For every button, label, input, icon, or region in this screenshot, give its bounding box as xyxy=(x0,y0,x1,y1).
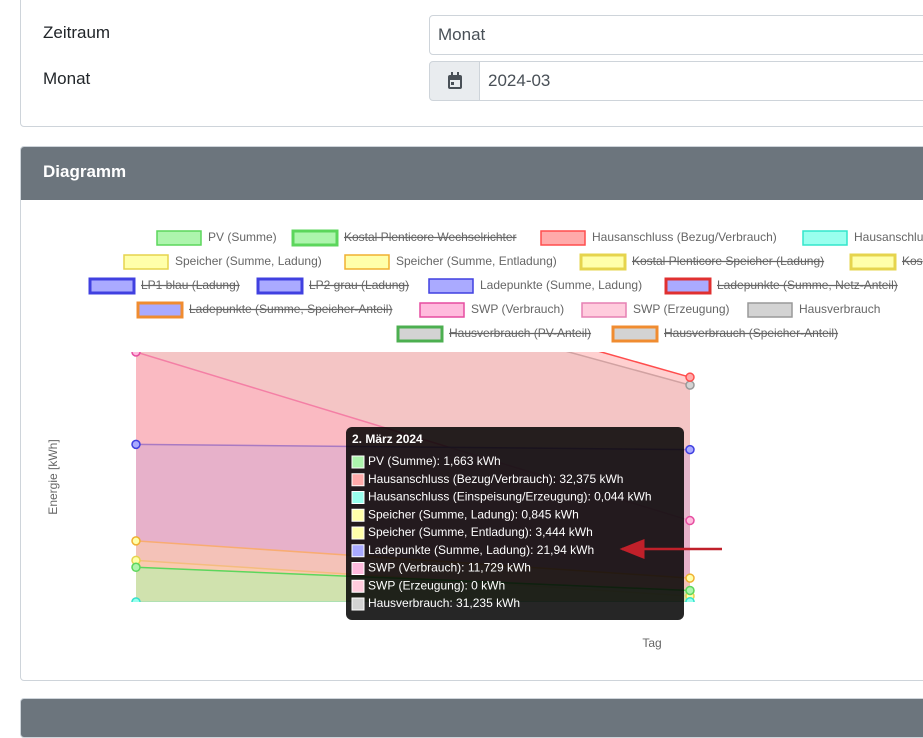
point xyxy=(132,348,140,356)
point xyxy=(132,440,140,448)
legend-swatch xyxy=(398,327,442,341)
legend-swatch xyxy=(157,231,201,245)
legend-label[interactable]: Kos xyxy=(902,254,923,268)
point xyxy=(132,537,140,545)
legend-swatch xyxy=(293,231,337,245)
point xyxy=(686,586,694,594)
tooltip-item: SWP (Erzeugung): 0 kWh xyxy=(368,578,505,592)
legend-label[interactable]: SWP (Verbrauch) xyxy=(471,302,564,316)
legend-swatch xyxy=(429,279,473,293)
point xyxy=(686,373,694,381)
legend-label[interactable]: Kostal Plenticore Wechselrichter xyxy=(344,230,517,244)
legend-label[interactable]: Kostal Plenticore Speicher (Ladung) xyxy=(632,254,824,268)
point xyxy=(132,230,140,238)
legend-swatch xyxy=(582,303,626,317)
tooltip-item: Hausanschluss (Bezug/Verbrauch): 32,375 … xyxy=(368,472,623,486)
tooltip-item: PV (Summe): 1,663 kWh xyxy=(368,454,501,468)
tooltip-title: 2. März 2024 xyxy=(352,432,423,446)
tooltip-item: Hausverbrauch: 31,235 kWh xyxy=(368,596,520,610)
tooltip-item: Speicher (Summe, Entladung): 3,444 kWh xyxy=(368,525,593,539)
chart: Energie [kWh] Tag PV (Summe) Kostal Plent… xyxy=(0,0,923,711)
point xyxy=(686,381,694,389)
legend-swatch xyxy=(803,231,847,245)
legend-label[interactable]: Ladepunkte (Summe, Speicher-Anteil) xyxy=(189,302,392,316)
legend-label[interactable]: SWP (Erzeugung) xyxy=(633,302,730,316)
page: Zeitraum Monat Monat 2024-03 Diagramm En… xyxy=(0,0,923,711)
legend-label[interactable]: Hausanschluss (Bezug/Verbrauch) xyxy=(592,230,777,244)
tooltip-item: SWP (Verbrauch): 11,729 kWh xyxy=(368,561,531,575)
point xyxy=(686,574,694,582)
point xyxy=(132,563,140,571)
legend-swatch xyxy=(581,255,625,269)
legend-label[interactable]: LP2 grau (Ladung) xyxy=(309,278,409,292)
legend-swatch xyxy=(138,303,182,317)
legend-label[interactable]: PV (Summe) xyxy=(208,230,277,244)
legend-swatch xyxy=(90,279,134,293)
tooltip-swatch xyxy=(352,456,364,468)
legend-swatch xyxy=(666,279,710,293)
y-axis-title: Energie [kWh] xyxy=(46,439,60,514)
legend-label[interactable]: Speicher (Summe, Entladung) xyxy=(396,254,557,268)
legend-swatch xyxy=(124,255,168,269)
tooltip-swatch xyxy=(352,580,364,592)
legend-swatch xyxy=(851,255,895,269)
legend-label[interactable]: LP1 blau (Ladung) xyxy=(141,278,240,292)
tooltip-swatch xyxy=(352,563,364,575)
legend-swatch xyxy=(258,279,302,293)
legend-label[interactable]: Ladepunkte (Summe, Netz-Anteil) xyxy=(717,278,898,292)
tooltip-swatch xyxy=(352,492,364,504)
legend-swatch xyxy=(541,231,585,245)
point xyxy=(132,216,140,224)
legend-label[interactable]: Hausverbrauch (PV-Anteil) xyxy=(449,326,591,340)
tooltip-swatch xyxy=(352,474,364,486)
point xyxy=(686,598,694,606)
tooltip-swatch xyxy=(352,527,364,539)
x-axis-title: Tag xyxy=(642,636,661,650)
tooltip-swatch xyxy=(352,598,364,610)
tooltip-item: Ladepunkte (Summe, Ladung): 21,94 kWh xyxy=(368,543,594,557)
legend-label[interactable]: Hausanschluss (Einspeisung/Erzeugung) xyxy=(854,230,923,244)
point xyxy=(686,517,694,525)
legend-label[interactable]: Speicher (Summe, Ladung) xyxy=(175,254,322,268)
tooltip-item: Hausanschluss (Einspeisung/Erzeugung): 0… xyxy=(368,490,652,504)
tooltip-swatch xyxy=(352,545,364,557)
legend-label[interactable]: Ladepunkte (Summe, Ladung) xyxy=(480,278,642,292)
legend-swatch xyxy=(420,303,464,317)
legend-label[interactable]: Hausverbrauch (Speicher-Anteil) xyxy=(664,326,838,340)
legend-swatch xyxy=(613,327,657,341)
point xyxy=(686,446,694,454)
legend-swatch xyxy=(345,255,389,269)
tooltip-swatch xyxy=(352,509,364,521)
tooltip-item: Speicher (Summe, Ladung): 0,845 kWh xyxy=(368,507,579,521)
point xyxy=(132,598,140,606)
legend-label[interactable]: Hausverbrauch xyxy=(799,302,880,316)
legend-swatch xyxy=(748,303,792,317)
